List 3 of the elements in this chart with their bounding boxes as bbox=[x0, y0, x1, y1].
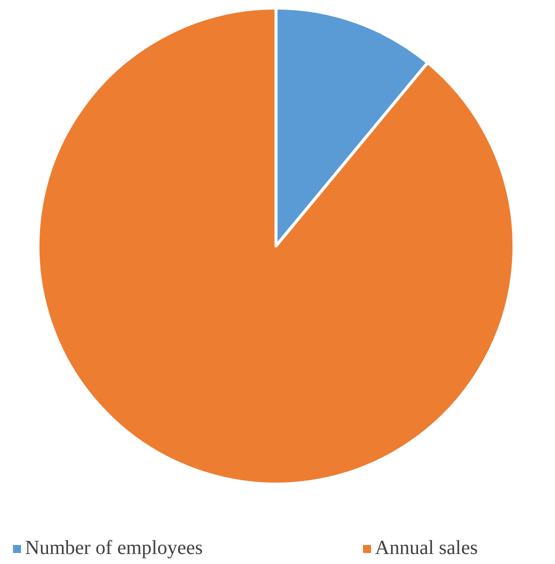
legend-label: Number of employees bbox=[25, 537, 203, 559]
slice-label: Annual sales bbox=[375, 537, 478, 559]
pie-slice bbox=[36, 6, 516, 486]
